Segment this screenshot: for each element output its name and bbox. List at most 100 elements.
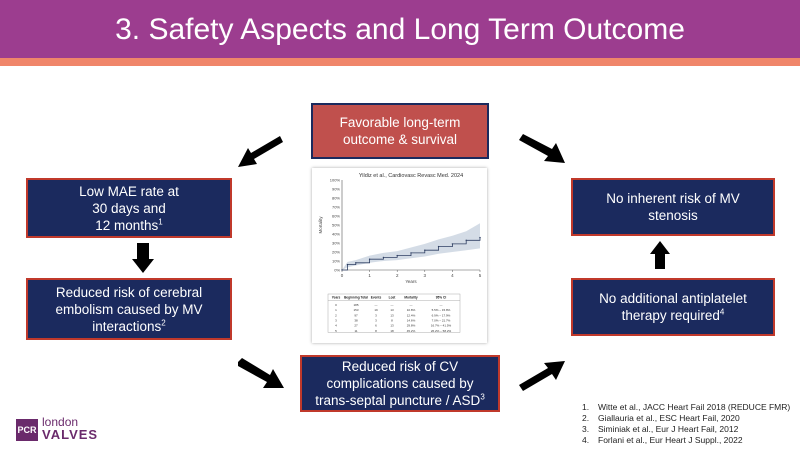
chart-table-header: Mortality <box>404 296 418 300</box>
chart-table-cell: 10.8% <box>407 308 416 312</box>
chart-title: Yildiz et al., Cardiovasc Revasc Med. 20… <box>359 173 463 179</box>
chart-x-tick-label: 0 <box>341 273 344 278</box>
arrow-down-right-icon <box>238 358 284 388</box>
box-low-mae-ref: 1 <box>158 217 163 226</box>
logo-text-valves: VALVES <box>42 427 99 442</box>
header-accent-strip <box>0 58 800 66</box>
box-cv-complications-ref: 3 <box>480 392 485 402</box>
chart-table-cell: 16.7% – 41.5% <box>431 324 452 328</box>
pcr-london-valves-logo: PCR london VALVES <box>16 416 126 442</box>
mortality-chart: Yildiz et al., Cardiovasc Revasc Med. 20… <box>318 173 482 333</box>
box-long-term-outcome: Favorable long-term outcome & survival <box>311 103 489 159</box>
chart-y-tick-label: 100% <box>330 178 341 183</box>
box-no-antiplatelet-ref: 4 <box>719 307 725 317</box>
chart-table-cell: — <box>440 303 443 307</box>
chart-table-cell: 14.6% <box>407 319 416 323</box>
box-long-term-outcome-text: Favorable long-term outcome & survival <box>339 115 461 147</box>
chart-x-tick-label: 5 <box>479 273 482 278</box>
box-no-mv-stenosis-text: No inherent risk of MV stenosis <box>606 191 740 223</box>
chart-y-tick-label: 10% <box>332 259 340 264</box>
chart-x-axis-label: Years <box>405 279 417 284</box>
reference-item: 3. Siminiak et al., Eur J Heart Fail, 201… <box>582 424 739 434</box>
chart-table-cell: — <box>375 303 378 307</box>
chart-table-cell: 8 <box>391 319 393 323</box>
chart-point <box>341 269 343 271</box>
chart-table-cell: 13 <box>390 308 394 312</box>
chart-table-cell: 5 <box>335 329 337 333</box>
chart-y-tick-label: 60% <box>332 214 340 219</box>
chart-table-cell: 27 <box>354 324 358 328</box>
chart-y-tick-label: 30% <box>332 241 340 246</box>
chart-table-header: 95% CI <box>436 296 447 300</box>
chart-table-cell: 3 <box>375 313 377 317</box>
chart-table-header: Events <box>371 296 382 300</box>
chart-table-header: Beginning Total <box>344 296 368 300</box>
chart-table-cell: 29.8% <box>407 324 416 328</box>
chart-y-tick-label: 20% <box>332 250 340 255</box>
chart-table-cell: 3 <box>375 319 377 323</box>
chart-y-tick-label: 90% <box>332 187 340 192</box>
box-no-antiplatelet-text: No additional antiplatelet therapy requi… <box>599 291 747 323</box>
chart-table-cell: 45.2% <box>407 329 416 333</box>
box-low-mae-line3: 12 months <box>95 217 159 233</box>
chart-table-cell: 153 <box>353 308 358 312</box>
chart-table-header: Years <box>332 296 341 300</box>
chart-table-cell: 8 <box>375 329 377 333</box>
slide-title: 3. Safety Aspects and Long Term Outcome <box>115 13 685 46</box>
chart-table-cell: 38 <box>354 319 358 323</box>
chart-y-tick-label: 50% <box>332 223 340 228</box>
chart-point <box>368 258 371 260</box>
reference-item: 2. Giallauria et al., ESC Heart Fail, 202… <box>582 413 740 423</box>
logo-text-london: london <box>42 415 79 429</box>
chart-table-cell: — <box>410 303 413 307</box>
chart-table-cell: 1 <box>335 308 337 312</box>
pcr-logo-mark: PCR <box>16 419 38 441</box>
chart-y-tick-label: 0% <box>334 268 340 273</box>
chart-point <box>479 236 481 239</box>
chart-x-tick-label: 2 <box>396 273 399 278</box>
chart-table-cell: 0 <box>335 303 337 307</box>
arrow-up-right-bottom-icon <box>519 361 565 391</box>
box-cerebral-embolism: Reduced risk of cerebral embolism caused… <box>26 278 232 340</box>
chart-table-cell: 26.2% – 58.2% <box>431 329 452 333</box>
chart-point <box>437 245 440 248</box>
chart-table-cell: 97 <box>354 313 358 317</box>
chart-point <box>346 263 349 266</box>
chart-x-tick-label: 4 <box>451 273 454 278</box>
box-cv-complications-text: Reduced risk of CV complications caused … <box>315 359 481 408</box>
chart-table-cell: 19 <box>374 308 378 312</box>
chart-table <box>327 293 461 333</box>
chart-y-tick-label: 80% <box>332 196 340 201</box>
box-cerebral-embolism-text: Reduced risk of cerebral embolism caused… <box>55 284 203 334</box>
reference-item: 1. Witte et al., JACC Heart Fail 2018 (RE… <box>582 402 791 412</box>
chart-x-tick-label: 1 <box>368 273 371 278</box>
chart-table-cell: 13 <box>390 313 394 317</box>
chart-table-cell: 11 <box>354 329 357 333</box>
chart-table-cell: 18 <box>390 329 394 333</box>
box-low-mae-line1: Low MAE rate at <box>79 183 179 199</box>
chart-point <box>424 249 426 251</box>
chart-point <box>410 252 412 254</box>
chart-table-header: Lost <box>389 296 397 300</box>
references-list: 1. Witte et al., JACC Heart Fail 2018 (RE… <box>582 402 790 446</box>
chart-table-cell: 3 <box>335 319 337 323</box>
chart-table-cell: — <box>391 303 394 307</box>
box-low-mae-rate: Low MAE rate at 30 days and 12 months1 <box>26 178 232 238</box>
chart-point <box>451 243 454 245</box>
chart-table-cell: 13 <box>390 324 394 328</box>
box-cerebral-embolism-ref: 2 <box>161 318 166 327</box>
chart-table-cell: 2 <box>335 313 337 317</box>
chart-y-tick-label: 40% <box>332 232 340 237</box>
chart-x-tick-label: 3 <box>424 273 427 278</box>
reference-item: 4. Forlani et al., Eur Heart J Suppl., 20… <box>582 435 743 445</box>
arrow-up-left-icon <box>238 136 283 167</box>
box-no-antiplatelet: No additional antiplatelet therapy requi… <box>571 278 775 336</box>
chart-y-axis-label: Mortality <box>318 216 323 234</box>
chart-y-tick-label: 70% <box>332 205 340 210</box>
arrow-up-right-icon <box>519 134 565 163</box>
chart-table-cell: 12.4% <box>407 313 416 317</box>
arrow-up-icon <box>650 241 670 269</box>
chart-table-cell: 7.0% – 21.7% <box>432 319 451 323</box>
chart-table-cell: 6.9% – 17.9% <box>432 313 451 317</box>
chart-point <box>396 254 398 257</box>
